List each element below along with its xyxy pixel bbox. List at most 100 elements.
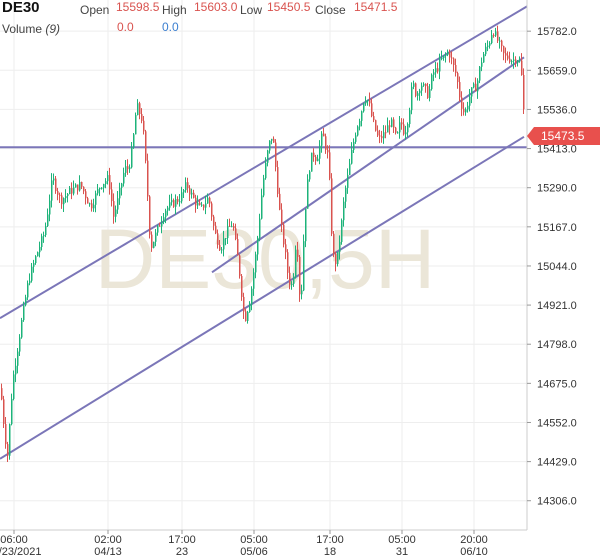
candle-body (439, 58, 441, 72)
candle-body (5, 423, 7, 445)
y-tick-label: 14306.0 (537, 496, 577, 508)
candle-body (449, 51, 451, 58)
candle-body (109, 175, 111, 190)
candle-body (337, 251, 339, 265)
candle-body (441, 57, 443, 59)
candle-body (87, 198, 89, 204)
candle-body (201, 204, 203, 206)
candle-body (123, 172, 125, 184)
candle-body (57, 191, 59, 195)
y-tick-label: 15413.0 (537, 144, 577, 156)
candle-body (387, 125, 389, 133)
candle-body (237, 239, 239, 256)
volume-value-1: 0.0 (117, 20, 134, 34)
candle-body (45, 225, 47, 236)
candle-body (297, 249, 299, 257)
candle-body (411, 86, 413, 111)
close-label: Close (315, 3, 346, 17)
candle-body (327, 149, 329, 153)
candle-body (191, 192, 193, 195)
candle-body (329, 152, 331, 179)
candle-body (117, 198, 119, 210)
candle-body (69, 188, 71, 195)
candle-body (331, 178, 333, 234)
y-tick-label: 15659.0 (537, 65, 577, 77)
symbol-title: DE30 (2, 0, 40, 16)
candle-body (241, 276, 243, 297)
candle-body (325, 136, 327, 150)
candle-body (289, 272, 291, 285)
candle-body (203, 204, 205, 208)
candle-body (121, 183, 123, 188)
candle-body (133, 134, 135, 148)
candle-body (285, 244, 287, 253)
candle-body (33, 263, 35, 267)
candle-body (495, 31, 497, 36)
candle-body (413, 83, 415, 87)
candle-body (157, 225, 159, 233)
candle-body (75, 184, 77, 188)
candle-body (249, 303, 251, 312)
candle-body (437, 68, 439, 72)
candle-body (369, 100, 371, 104)
candle-body (67, 194, 69, 197)
candle-body (423, 83, 425, 86)
candle-body (305, 208, 307, 242)
candle-body (395, 127, 397, 133)
low-label: Low (240, 3, 263, 17)
candle-body (307, 179, 309, 209)
x-tick-time: 17:00 (316, 534, 344, 546)
y-tick-label: 15167.0 (537, 222, 577, 234)
candle-body (313, 152, 315, 157)
candle-body (47, 214, 49, 226)
candle-body (421, 85, 423, 91)
candle-body (385, 132, 387, 134)
candle-body (483, 54, 485, 63)
candle-body (219, 244, 221, 251)
y-tick-label: 14429.0 (537, 457, 577, 469)
candle-body (127, 166, 129, 170)
candle-body (509, 58, 511, 62)
candle-body (383, 132, 385, 139)
candle-body (293, 276, 295, 284)
candle-body (251, 288, 253, 304)
candle-body (25, 297, 27, 306)
candle-body (493, 34, 495, 36)
candle-body (517, 61, 519, 63)
candle-body (9, 424, 11, 456)
candle-body (159, 225, 161, 227)
candle-body (375, 120, 377, 131)
candle-body (145, 131, 147, 161)
candle-body (131, 147, 133, 168)
candle-body (303, 241, 305, 291)
candle-body (213, 216, 215, 226)
x-tick-date: 06/10 (460, 546, 488, 558)
candle-body (391, 119, 393, 127)
last-price-label: 15473.5 (541, 129, 585, 143)
candle-body (141, 113, 143, 121)
volume-period: (9) (45, 22, 61, 36)
candle-body (231, 226, 233, 228)
candle-body (469, 96, 471, 106)
candle-body (443, 55, 445, 58)
candle-body (91, 203, 93, 209)
candle-body (207, 197, 209, 204)
candle-body (149, 196, 151, 235)
candle-body (407, 124, 409, 133)
candle-body (209, 197, 211, 204)
candle-body (197, 202, 199, 206)
candle-body (35, 256, 37, 264)
candle-body (107, 175, 109, 182)
candle-body (257, 237, 259, 255)
candle-body (239, 255, 241, 277)
candle-body (41, 236, 43, 247)
candle-body (321, 133, 323, 146)
x-tick-date: 05/06 (240, 546, 268, 558)
candle-body (343, 201, 345, 221)
candle-body (173, 200, 175, 207)
y-tick-label: 15290.0 (537, 183, 577, 195)
candle-body (427, 86, 429, 98)
candle-body (19, 337, 21, 352)
candle-body (183, 190, 185, 193)
y-tick-label: 14675.0 (537, 378, 577, 390)
